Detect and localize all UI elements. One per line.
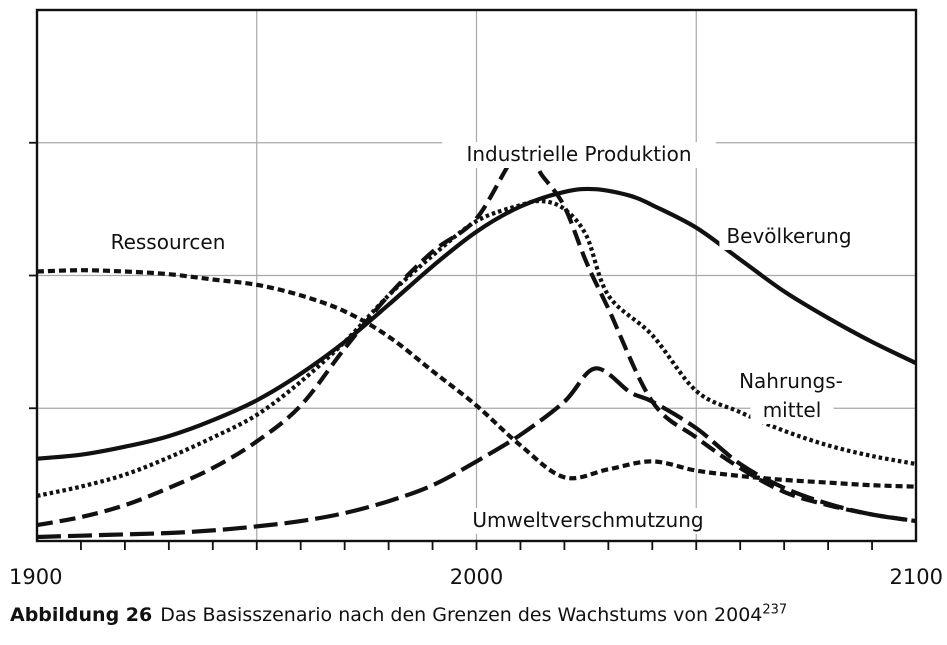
series-label: Umweltverschmutzung (472, 508, 703, 532)
series-label-background (732, 369, 850, 395)
series-label-background (719, 224, 859, 250)
x-tick-label: 2100 (890, 565, 943, 589)
series-line-bev-lkerung (36, 186, 917, 461)
caption-label: Abbildung 26 (10, 604, 153, 626)
series-label-background (473, 508, 703, 534)
caption-text: Das Basisszenario nach den Grenzen des W… (160, 604, 763, 626)
chart: Industrielle Produktion Bevölkerung Ressou… (9, 8, 943, 589)
series-label: Nahrungs- (739, 369, 843, 393)
series-line-nahrungsmittel (36, 198, 917, 498)
series-label: Industrielle Produktion (466, 142, 691, 166)
series-label-background (442, 142, 716, 168)
series-line-ressourcen (36, 268, 917, 489)
series-label-background (104, 230, 232, 256)
series-label: mittel (763, 398, 822, 422)
series-label: Bevölkerung (726, 224, 851, 248)
axes: 1900 2000 2100 (9, 8, 943, 589)
series-labels: Industrielle Produktion Bevölkerung Ressou… (104, 142, 859, 534)
figure-caption: Abbildung 26 Das Basisszenario nach den G… (10, 604, 787, 626)
series-label: Ressourcen (111, 230, 226, 254)
series-line-umweltverschmutzung (36, 366, 917, 540)
x-tick-label: 1900 (9, 565, 62, 589)
series-label-background (750, 398, 834, 424)
caption-footnote: 237 (762, 602, 788, 618)
x-tick-label: 2000 (450, 565, 503, 589)
